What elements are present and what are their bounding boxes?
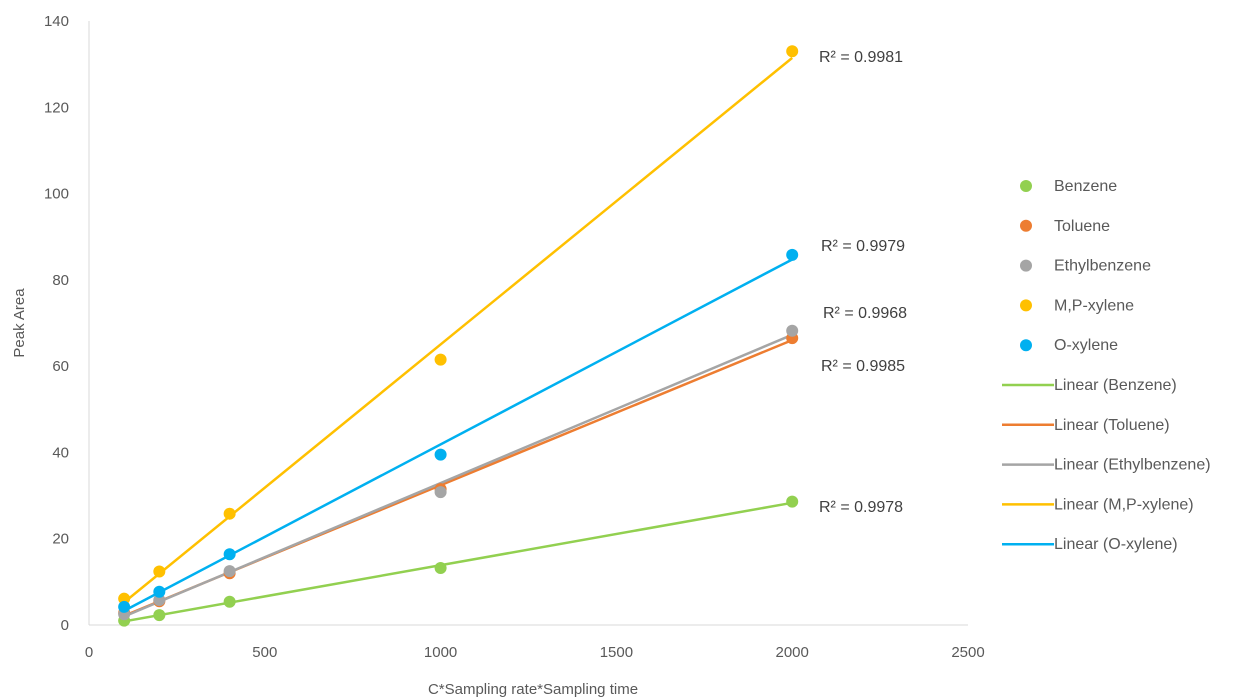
- x-tick-label: 500: [252, 644, 277, 661]
- legend-marker: [1020, 339, 1032, 352]
- legend-entry: Benzene: [1054, 178, 1117, 195]
- legend-entry: Linear (Ethylbenzene): [1054, 457, 1211, 474]
- y-tick-label: 120: [44, 99, 69, 116]
- y-tick-label: 0: [61, 617, 69, 634]
- legend: Benzene Toluene Ethylbenzene M,P-xylene O-xy…: [1002, 178, 1211, 553]
- legend-marker: [1020, 180, 1032, 192]
- legend-entry: Linear (O-xylene): [1054, 536, 1178, 553]
- data-point-benzene: [786, 495, 799, 508]
- x-tick-label: 2500: [951, 644, 984, 661]
- data-point-benzene: [223, 595, 236, 608]
- x-tick-label: 0: [85, 644, 93, 661]
- data-point-m-p-xylene: [153, 565, 166, 578]
- legend-marker: [1020, 299, 1032, 312]
- data-point-o-xylene: [434, 448, 447, 461]
- r-squared-label: R² = 0.9985: [821, 358, 905, 375]
- legend-entry: M,P-xylene: [1054, 297, 1134, 314]
- legend-entry: Ethylbenzene: [1054, 258, 1151, 275]
- x-tick-label: 2000: [776, 644, 809, 661]
- legend-entry: O-xylene: [1054, 337, 1118, 354]
- y-tick-label: 40: [52, 444, 69, 461]
- data-point-m-p-xylene: [223, 507, 236, 520]
- x-axis-title: C*Sampling rate*Sampling time: [428, 681, 638, 698]
- y-axis-title: Peak Area: [11, 288, 28, 358]
- legend-entry: Linear (M,P-xylene): [1054, 496, 1194, 513]
- data-point-ethylbenzene: [786, 324, 799, 337]
- x-tick-label: 1000: [424, 644, 457, 661]
- data-point-m-p-xylene: [118, 592, 131, 605]
- data-point-ethylbenzene: [223, 565, 236, 578]
- trendline-m-p-xylene: [123, 56, 793, 604]
- r-squared-labels: R² = 0.9978 R² = 0.9985 R² = 0.9968 R² = 0.…: [819, 49, 907, 516]
- legend-marker: [1020, 259, 1032, 272]
- data-point-benzene: [153, 609, 166, 622]
- y-tick-label: 100: [44, 186, 69, 203]
- data-point-benzene: [434, 562, 447, 575]
- legend-entry: Linear (Benzene): [1054, 377, 1177, 394]
- r-squared-label: R² = 0.9979: [821, 238, 905, 255]
- y-tick-label: 20: [52, 531, 69, 548]
- data-point-o-xylene: [786, 248, 799, 261]
- data-point-m-p-xylene: [434, 353, 447, 366]
- data-point-ethylbenzene: [434, 486, 447, 499]
- y-tick-label: 80: [52, 272, 69, 289]
- trendline-ethylbenzene: [123, 333, 793, 618]
- legend-entry: Linear (Toluene): [1054, 417, 1170, 434]
- r-squared-label: R² = 0.9978: [819, 499, 903, 516]
- data-point-o-xylene: [118, 600, 131, 613]
- trendlines: [123, 56, 793, 623]
- data-point-ethylbenzene: [153, 593, 166, 606]
- legend-marker: [1020, 219, 1032, 232]
- data-point-m-p-xylene: [786, 45, 799, 58]
- data-points: [118, 45, 799, 627]
- y-tick-label: 140: [44, 13, 69, 30]
- legend-entry: Toluene: [1054, 218, 1110, 235]
- r-squared-label: R² = 0.9968: [823, 305, 907, 322]
- data-point-o-xylene: [153, 585, 166, 598]
- trendline-o-xylene: [123, 258, 793, 612]
- r-squared-label: R² = 0.9981: [819, 49, 903, 66]
- y-tick-label: 60: [52, 358, 69, 375]
- x-tick-label: 1500: [600, 644, 633, 661]
- chart-axes: 0 20 40 60 80 100 120 140 0 500 1000 1500 2000 2500: [44, 13, 985, 661]
- data-point-o-xylene: [223, 548, 236, 561]
